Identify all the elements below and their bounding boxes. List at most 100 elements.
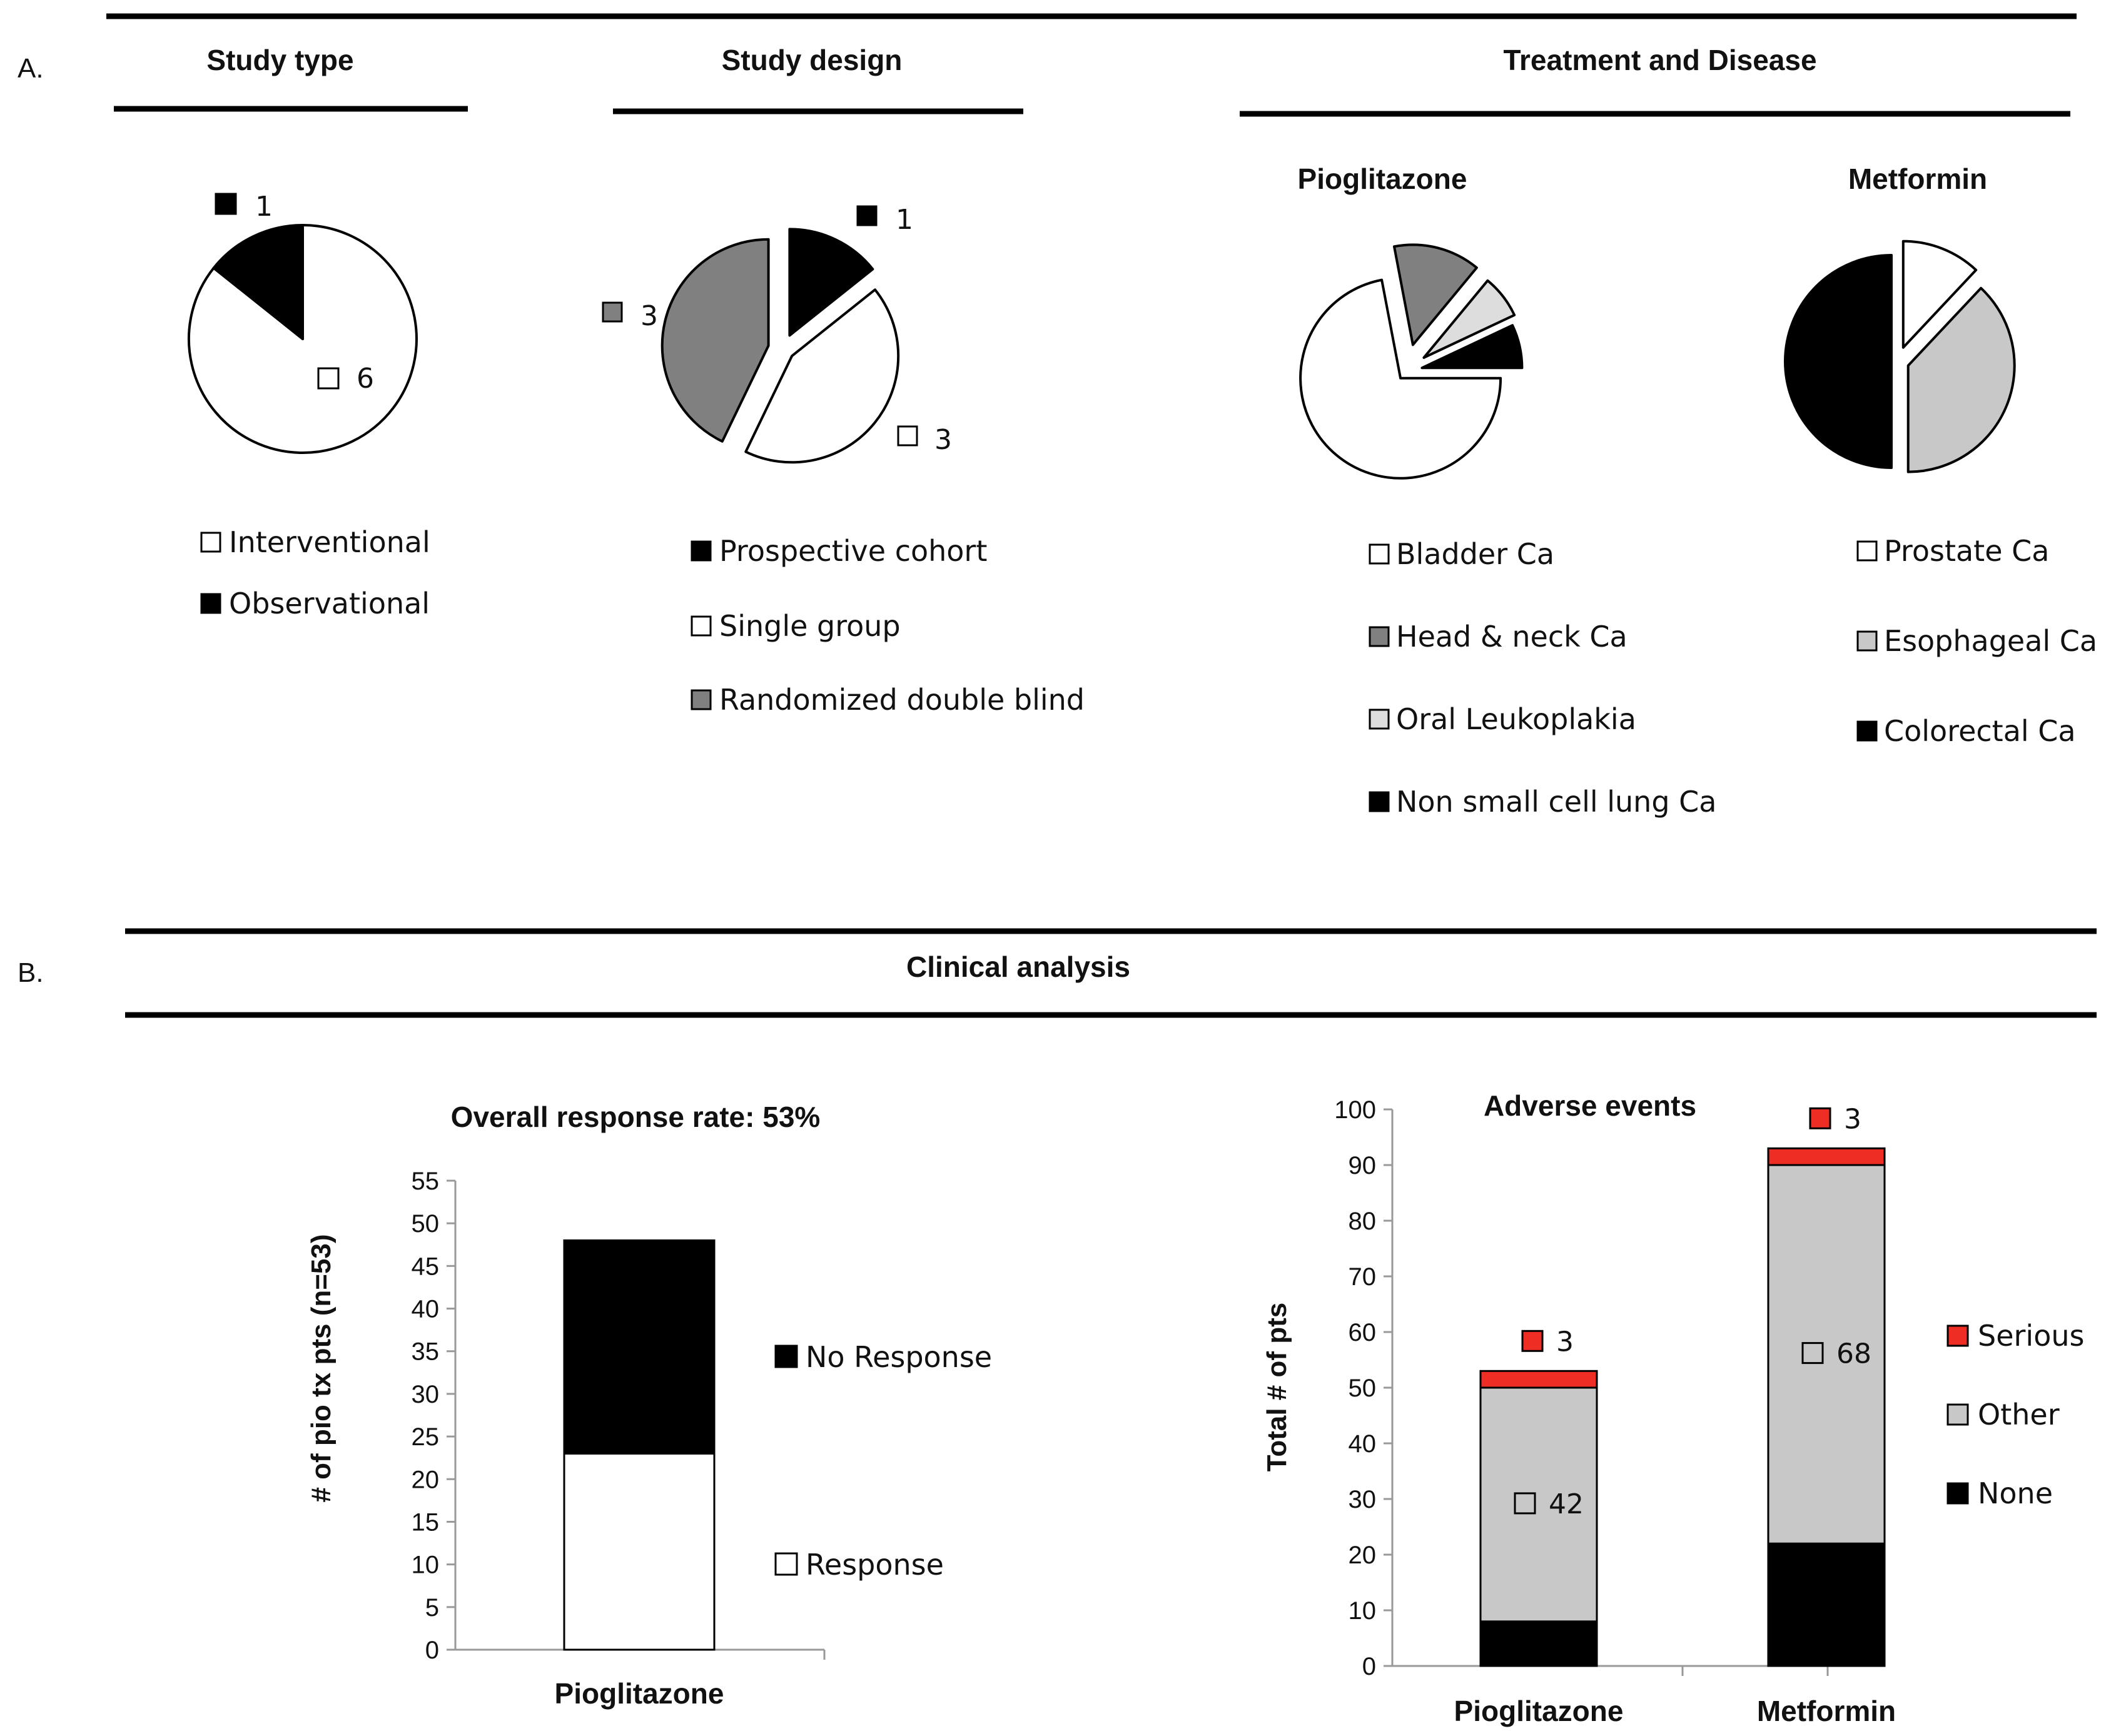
heading-treatment-disease: Treatment and Disease	[1503, 44, 1816, 76]
data-label-serious: 3	[1844, 1103, 1861, 1135]
pie-pioglitazone-slices	[1299, 243, 1524, 480]
legend-swatch-serious	[1946, 1325, 1969, 1347]
bar-pioglitazone-response	[563, 1452, 716, 1651]
pie-slice-non-small-cell-lung-ca	[1420, 324, 1524, 370]
bar-metformin-none	[1767, 1542, 1886, 1667]
legend-swatch-colorectal	[1856, 720, 1878, 742]
pie-metformin	[1784, 240, 2016, 473]
bar-metformin-other	[1767, 1164, 1886, 1545]
y-tick-label: 10	[412, 1552, 440, 1579]
legend-label-other: Other	[1978, 1398, 2060, 1431]
data-label-swatch-serious	[1521, 1330, 1544, 1352]
legend-study-design: Prospective cohort Single group Randomiz…	[691, 534, 1085, 717]
y-tick-label: 90	[1349, 1152, 1377, 1179]
pie-study-design-slices	[661, 228, 900, 464]
response-y-ticks: 0 5 10 15 20 25 30 35 40 45 50 55	[412, 1168, 826, 1664]
legend-label-interventional: Interventional	[229, 525, 430, 559]
y-tick-label: 100	[1334, 1096, 1376, 1124]
legend-swatch-oral-leukoplakia	[1369, 709, 1390, 730]
legend-label-nsclc: Non small cell lung Ca	[1396, 785, 1716, 819]
section-rules	[106, 13, 2097, 1018]
legend-swatch-observational	[200, 593, 221, 614]
pie-slice-single-group	[744, 288, 900, 464]
legend-swatch-randomized	[691, 689, 712, 710]
data-label-swatch-prospective	[856, 205, 878, 226]
pie-pioglitazone	[1299, 243, 1524, 480]
adverse-y-ticks: 0 10 20 30 40 50 60 70 80 90 100	[1334, 1096, 1829, 1680]
y-tick-label: 60	[1349, 1319, 1377, 1346]
y-tick-label: 35	[412, 1338, 440, 1366]
y-tick-label: 20	[1349, 1542, 1377, 1569]
y-tick-label: 20	[412, 1466, 440, 1493]
legend-label-bladder: Bladder Ca	[1396, 537, 1554, 571]
pie-slice-prospective-cohort	[788, 228, 874, 337]
legend-swatch-other	[1946, 1403, 1969, 1426]
y-tick-label: 45	[412, 1253, 440, 1280]
pie-slice-observational	[212, 224, 304, 340]
y-tick-label: 5	[425, 1594, 439, 1622]
data-label-other: 42	[1549, 1488, 1584, 1520]
legend-label-colorectal: Colorectal Ca	[1884, 714, 2076, 748]
legend-swatch-esophageal	[1856, 630, 1878, 652]
legend-swatch-nsclc	[1369, 791, 1390, 812]
response-bars	[563, 1239, 716, 1651]
data-label-other: 68	[1836, 1338, 1871, 1370]
y-tick-label: 15	[412, 1508, 440, 1536]
adverse-category-label-pioglitazone: Pioglitazone	[1454, 1695, 1624, 1727]
pie-slice-bladder-ca	[1299, 278, 1502, 480]
chart-adverse-events: Adverse events Total # of pts 0 10 20 30 40 5…	[1262, 1089, 2084, 1727]
heading-study-design: Study design	[722, 44, 903, 76]
data-label-swatch-other	[1514, 1492, 1536, 1515]
legend-study-type: Interventional Observational	[200, 525, 430, 620]
response-y-axis-label: # of pio tx pts (n=53)	[306, 1234, 337, 1502]
y-tick-label: 25	[412, 1423, 440, 1451]
legend-swatch-no-response	[774, 1345, 798, 1368]
chart-response: Overall response rate: 53% # of pio tx p…	[306, 1101, 992, 1710]
legend-pioglitazone: Bladder Ca Head & neck Ca Oral Leukoplak…	[1369, 537, 1716, 819]
legend-label-randomized: Randomized double blind	[719, 683, 1085, 717]
bar-pioglitazone-no-response	[563, 1239, 716, 1455]
pie-metformin-slices	[1784, 240, 2016, 473]
y-tick-label: 10	[1349, 1597, 1377, 1625]
data-label-serious: 3	[1556, 1326, 1574, 1358]
legend-swatch-none	[1946, 1482, 1969, 1505]
legend-label-esophageal: Esophageal Ca	[1884, 624, 2097, 658]
legend-metformin: Prostate Ca Esophageal Ca Colorectal Ca	[1856, 534, 2097, 748]
legend-label-serious: Serious	[1978, 1319, 2084, 1353]
pie-slice-head-neck-ca	[1393, 243, 1478, 346]
y-tick-label: 80	[1349, 1208, 1377, 1235]
data-label-swatch-interventional	[317, 367, 340, 390]
bar-pioglitazone-other	[1479, 1386, 1598, 1623]
y-tick-label: 40	[1349, 1430, 1377, 1458]
legend-swatch-bladder	[1369, 543, 1390, 565]
pie-slice-randomized-double-blind	[661, 238, 770, 443]
data-label-prospective: 1	[896, 204, 913, 236]
adverse-category-label-metformin: Metformin	[1757, 1695, 1896, 1727]
data-label-swatch-single-group	[897, 425, 918, 447]
heading-study-type: Study type	[206, 44, 353, 76]
data-label-swatch-other	[1801, 1342, 1824, 1365]
response-category-label: Pioglitazone	[555, 1677, 724, 1710]
legend-label-oral-leukoplakia: Oral Leukoplakia	[1396, 702, 1636, 736]
y-tick-label: 40	[412, 1296, 440, 1323]
heading-clinical-analysis: Clinical analysis	[906, 951, 1130, 983]
legend-label-prostate: Prostate Ca	[1884, 534, 2049, 568]
data-label-interventional: 6	[357, 363, 374, 395]
y-tick-label: 55	[412, 1168, 440, 1195]
adverse-chart-title: Adverse events	[1484, 1089, 1696, 1122]
y-tick-label: 0	[1362, 1653, 1376, 1680]
bar-pioglitazone-serious	[1479, 1370, 1598, 1389]
legend-swatch-prostate	[1856, 540, 1878, 562]
legend-label-single-group: Single group	[719, 609, 901, 643]
data-label-single-group: 3	[934, 424, 952, 456]
pie-slice-esophageal-ca	[1906, 286, 2016, 473]
y-tick-label: 0	[425, 1637, 439, 1664]
response-chart-title: Overall response rate: 53%	[451, 1101, 821, 1133]
pie-slice-oral-leukoplakia	[1422, 279, 1516, 359]
y-tick-label: 70	[1349, 1263, 1377, 1291]
legend-swatch-response	[774, 1552, 798, 1576]
data-label-swatch-observational	[215, 193, 237, 215]
data-label-swatch-randomized	[602, 301, 623, 323]
pie-study-type: 1 6	[187, 191, 418, 454]
